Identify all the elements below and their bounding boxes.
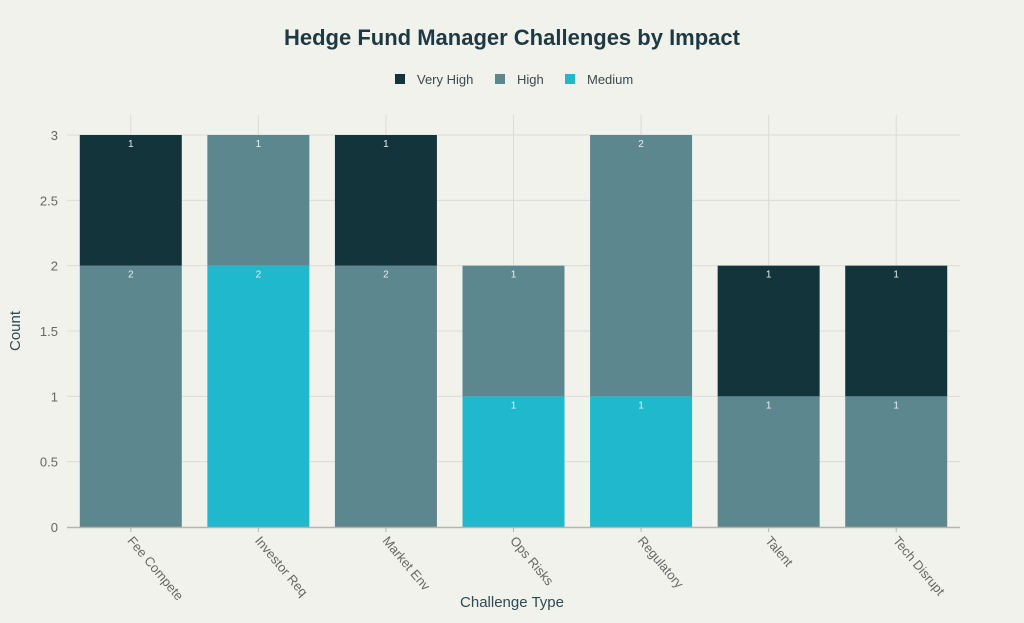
y-tick-label: 2.5 bbox=[40, 193, 58, 208]
bar-segment-high bbox=[845, 396, 948, 527]
legend-label: High bbox=[517, 72, 544, 87]
bar-segment-high bbox=[590, 135, 693, 397]
data-label: 1 bbox=[383, 139, 389, 150]
data-label: 1 bbox=[511, 270, 517, 281]
bar-segment-high bbox=[462, 265, 565, 397]
x-tick-label: Ops Risks bbox=[507, 533, 557, 588]
data-label: 1 bbox=[256, 139, 262, 150]
data-label: 1 bbox=[766, 400, 772, 411]
y-tick-label: 0 bbox=[51, 520, 58, 535]
data-label: 1 bbox=[766, 270, 772, 281]
x-tick-label: Tech Disrupt bbox=[890, 533, 948, 598]
y-tick-label: 1 bbox=[51, 389, 58, 404]
data-label: 1 bbox=[893, 400, 899, 411]
y-tick-label: 1.5 bbox=[40, 324, 58, 339]
bar-segment-very-high bbox=[845, 265, 948, 397]
x-tick-label: Talent bbox=[762, 533, 796, 570]
data-label: 1 bbox=[638, 400, 644, 411]
legend-item-high[interactable]: High bbox=[495, 72, 544, 87]
bar-segment-high bbox=[79, 265, 182, 527]
y-tick-label: 0.5 bbox=[40, 455, 58, 470]
bar-segment-high bbox=[717, 396, 820, 527]
bar-segment-high bbox=[207, 135, 310, 266]
legend-item-medium[interactable]: Medium bbox=[565, 72, 633, 87]
bar-segment-medium bbox=[590, 396, 693, 527]
x-tick-label: Market Env bbox=[380, 533, 434, 593]
y-tick-label: 3 bbox=[51, 128, 58, 143]
bar-segment-very-high bbox=[334, 135, 437, 266]
bar-segment-very-high bbox=[79, 135, 182, 266]
y-tick-label: 2 bbox=[51, 259, 58, 274]
bar-segment-medium bbox=[207, 265, 310, 527]
bar-segment-very-high bbox=[717, 265, 820, 397]
x-axis-ticks: Fee Compete Investor Req Market Env Ops Ris… bbox=[124, 527, 948, 603]
legend-label: Very High bbox=[417, 72, 473, 87]
legend-label: Medium bbox=[587, 72, 633, 87]
legend: Very High High Medium bbox=[395, 72, 633, 87]
y-axis-title: Count bbox=[7, 310, 24, 351]
data-label: 1 bbox=[511, 400, 517, 411]
bar-segment-high bbox=[334, 265, 437, 527]
data-label: 2 bbox=[256, 270, 262, 281]
legend-swatch bbox=[495, 74, 505, 84]
legend-swatch bbox=[565, 74, 575, 84]
data-label: 1 bbox=[128, 139, 134, 150]
x-tick-label: Investor Req bbox=[252, 533, 311, 599]
legend-item-very-high[interactable]: Very High bbox=[395, 72, 473, 87]
bars: 2 1 2 1 2 1 1 1 1 2 1 1 1 1 bbox=[79, 135, 948, 527]
data-label: 2 bbox=[638, 139, 644, 150]
x-tick-label: Fee Compete bbox=[124, 533, 186, 603]
x-axis-title: Challenge Type bbox=[460, 594, 564, 611]
legend-swatch bbox=[395, 74, 405, 84]
bar-segment-medium bbox=[462, 396, 565, 527]
data-label: 2 bbox=[128, 270, 134, 281]
chart-title: Hedge Fund Manager Challenges by Impact bbox=[284, 25, 741, 50]
data-label: 2 bbox=[383, 270, 389, 281]
y-axis-ticks: 0 0.5 1 1.5 2 2.5 3 bbox=[40, 128, 58, 535]
data-label: 1 bbox=[893, 270, 899, 281]
x-tick-label: Regulatory bbox=[635, 533, 687, 591]
